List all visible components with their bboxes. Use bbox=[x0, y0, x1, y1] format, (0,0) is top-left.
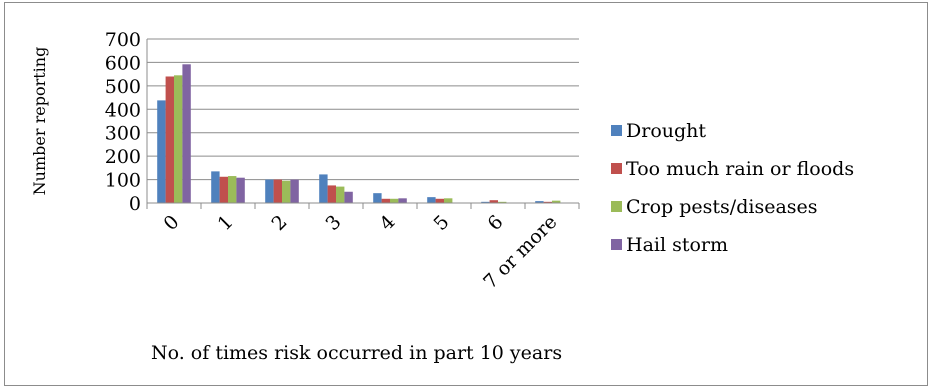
y-tick-label: 100 bbox=[105, 170, 141, 192]
bar-hail-storm-0 bbox=[182, 64, 191, 203]
y-tick-label: 500 bbox=[105, 76, 141, 98]
bar-drought-5 bbox=[427, 197, 436, 203]
legend-swatch bbox=[611, 163, 622, 174]
bar-too-much-rain-or-floods-4 bbox=[381, 198, 390, 203]
bar-too-much-rain-or-floods-2 bbox=[273, 179, 282, 203]
gridlines bbox=[147, 38, 579, 181]
bar-too-much-rain-or-floods-3 bbox=[327, 185, 336, 203]
bar-drought-6 bbox=[481, 201, 490, 203]
bar-hail-storm-3 bbox=[344, 191, 353, 203]
x-tick-labels: 0 1 2 3 4 5 67 or more bbox=[159, 211, 561, 293]
bar-drought-1 bbox=[211, 171, 220, 203]
bar-crop-pests-diseases-7 bbox=[552, 200, 561, 203]
legend-label: Too much rain or floods bbox=[626, 158, 854, 180]
x-tick-label: 1 bbox=[213, 211, 237, 235]
x-tick-label: 3 bbox=[321, 211, 345, 235]
legend-swatch bbox=[611, 125, 622, 136]
y-tick-label: 400 bbox=[105, 99, 141, 121]
y-axis-title: Number reporting bbox=[30, 47, 49, 196]
y-tick-label: 600 bbox=[105, 52, 141, 74]
legend-label: Drought bbox=[626, 120, 706, 142]
legend-label: Hail storm bbox=[626, 234, 728, 256]
bar-crop-pests-diseases-6 bbox=[498, 201, 507, 203]
y-tick-label: 0 bbox=[129, 193, 141, 215]
legend-label: Crop pests/diseases bbox=[626, 196, 818, 218]
bars bbox=[157, 64, 561, 203]
y-tick-label: 200 bbox=[105, 146, 141, 168]
bar-drought-0 bbox=[157, 100, 166, 203]
bar-hail-storm-2 bbox=[290, 179, 299, 203]
bar-crop-pests-diseases-5 bbox=[444, 198, 453, 203]
bar-hail-storm-1 bbox=[236, 177, 245, 203]
bar-drought-2 bbox=[265, 179, 274, 203]
x-tick-label: 0 bbox=[159, 211, 183, 235]
bar-drought-4 bbox=[373, 193, 382, 203]
y-tick-label: 700 bbox=[105, 29, 141, 51]
bar-drought-7 bbox=[535, 201, 544, 203]
legend-swatch bbox=[611, 201, 622, 212]
bar-drought-3 bbox=[319, 174, 328, 203]
bar-hail-storm-4 bbox=[398, 198, 407, 203]
x-tick-label: 2 bbox=[267, 211, 291, 235]
x-tick-label: 5 bbox=[429, 211, 453, 235]
bar-crop-pests-diseases-0 bbox=[174, 75, 183, 203]
bar-too-much-rain-or-floods-0 bbox=[165, 76, 174, 203]
bar-too-much-rain-or-floods-5 bbox=[435, 198, 444, 203]
legend-swatch bbox=[611, 239, 622, 250]
legend: Drought Too much rain or floods Crop pests… bbox=[611, 120, 854, 256]
y-tick-label: 300 bbox=[105, 123, 141, 145]
bar-crop-pests-diseases-1 bbox=[228, 176, 237, 203]
bar-too-much-rain-or-floods-6 bbox=[489, 200, 498, 203]
x-tick-label: 6 bbox=[483, 211, 507, 235]
bar-too-much-rain-or-floods-7 bbox=[543, 201, 552, 203]
x-axis-title: No. of times risk occurred in part 10 ye… bbox=[151, 342, 562, 364]
axes bbox=[146, 39, 580, 209]
bar-crop-pests-diseases-2 bbox=[282, 180, 291, 203]
bar-crop-pests-diseases-3 bbox=[336, 186, 345, 203]
bar-crop-pests-diseases-4 bbox=[390, 198, 399, 203]
bar-too-much-rain-or-floods-1 bbox=[219, 176, 228, 203]
x-tick-label: 4 bbox=[375, 211, 399, 235]
